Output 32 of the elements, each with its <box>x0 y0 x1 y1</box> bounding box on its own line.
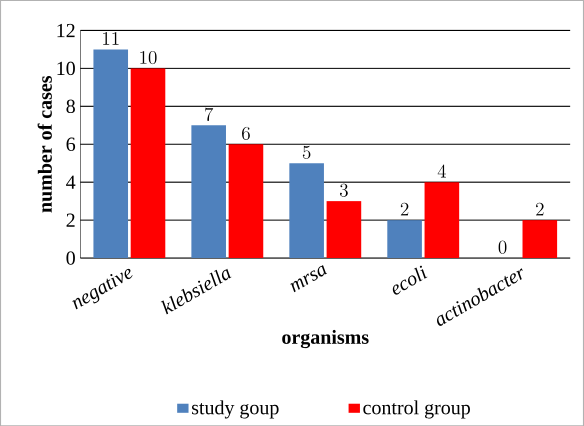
y-tick-label: 6 <box>66 137 76 151</box>
bar <box>191 125 226 258</box>
bar <box>289 163 324 258</box>
data-label: 11 <box>103 32 119 45</box>
x-tick-label: ecoli <box>392 266 428 295</box>
y-tick-label: 10 <box>57 62 75 75</box>
data-label: 7 <box>205 107 214 121</box>
bar <box>326 201 362 258</box>
y-tick-label: 4 <box>66 175 76 189</box>
data-label: 2 <box>400 202 408 216</box>
bar <box>130 68 166 258</box>
legend-label: study goup <box>192 400 279 418</box>
data-label: 4 <box>438 164 446 178</box>
data-label: 3 <box>340 184 348 197</box>
data-label: 2 <box>536 202 544 216</box>
x-axis-title: organisms <box>282 330 369 348</box>
bar <box>228 144 264 258</box>
data-label: 0 <box>498 240 506 254</box>
y-tick-label: 2 <box>66 213 75 227</box>
bar <box>387 220 422 258</box>
legend-label: control group <box>363 400 470 418</box>
data-label: 6 <box>242 126 250 140</box>
y-axis-title: number of cases <box>38 76 52 212</box>
y-tick-label: 12 <box>57 24 75 37</box>
bar <box>424 182 460 258</box>
bar <box>93 49 128 258</box>
x-tick-label: mrsa <box>290 264 328 292</box>
y-tick-label: 8 <box>66 99 75 113</box>
data-label: 5 <box>302 146 310 159</box>
y-tick-label: 0 <box>66 251 75 265</box>
data-label: 10 <box>140 50 157 64</box>
bar <box>522 220 558 258</box>
